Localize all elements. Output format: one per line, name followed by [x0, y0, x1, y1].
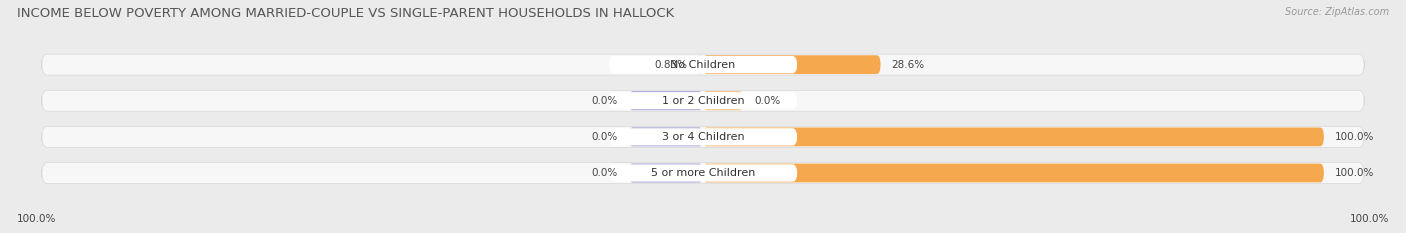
FancyBboxPatch shape: [703, 55, 880, 74]
Text: 0.83%: 0.83%: [654, 60, 688, 70]
FancyBboxPatch shape: [628, 127, 703, 146]
FancyBboxPatch shape: [628, 164, 703, 182]
Text: 0.0%: 0.0%: [592, 132, 619, 142]
Text: 5 or more Children: 5 or more Children: [651, 168, 755, 178]
FancyBboxPatch shape: [697, 55, 703, 74]
FancyBboxPatch shape: [703, 127, 1324, 146]
Text: No Children: No Children: [671, 60, 735, 70]
FancyBboxPatch shape: [42, 127, 1364, 147]
FancyBboxPatch shape: [609, 92, 797, 110]
Text: 0.0%: 0.0%: [754, 96, 780, 106]
Text: INCOME BELOW POVERTY AMONG MARRIED-COUPLE VS SINGLE-PARENT HOUSEHOLDS IN HALLOCK: INCOME BELOW POVERTY AMONG MARRIED-COUPL…: [17, 7, 673, 20]
FancyBboxPatch shape: [609, 56, 797, 73]
FancyBboxPatch shape: [609, 128, 797, 146]
Text: 28.6%: 28.6%: [891, 60, 925, 70]
FancyBboxPatch shape: [42, 163, 1364, 183]
Text: 100.0%: 100.0%: [17, 214, 56, 224]
Text: Source: ZipAtlas.com: Source: ZipAtlas.com: [1285, 7, 1389, 17]
Text: 0.0%: 0.0%: [592, 168, 619, 178]
Text: 100.0%: 100.0%: [1334, 132, 1374, 142]
Text: 0.0%: 0.0%: [592, 96, 619, 106]
FancyBboxPatch shape: [42, 90, 1364, 111]
Text: 3 or 4 Children: 3 or 4 Children: [662, 132, 744, 142]
Text: 100.0%: 100.0%: [1350, 214, 1389, 224]
FancyBboxPatch shape: [703, 164, 1324, 182]
Text: 1 or 2 Children: 1 or 2 Children: [662, 96, 744, 106]
FancyBboxPatch shape: [703, 91, 744, 110]
FancyBboxPatch shape: [609, 164, 797, 182]
FancyBboxPatch shape: [628, 91, 703, 110]
Text: 100.0%: 100.0%: [1334, 168, 1374, 178]
FancyBboxPatch shape: [42, 54, 1364, 75]
